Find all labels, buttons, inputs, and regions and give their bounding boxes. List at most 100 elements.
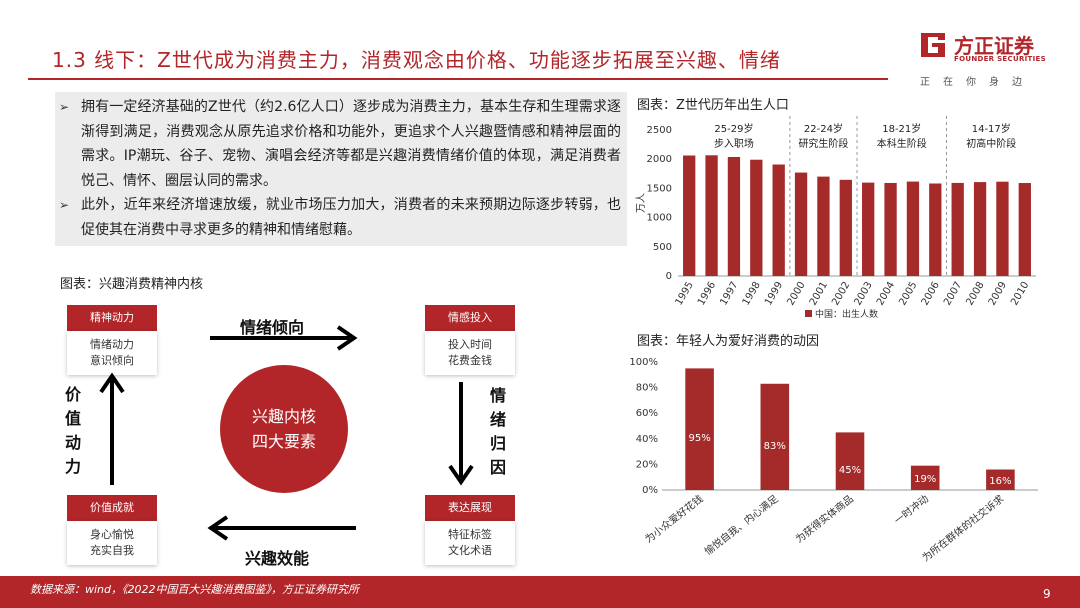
bar-2005 [906,181,920,276]
bar-2003 [862,182,875,276]
bar-一时冲动 [910,465,940,490]
legend-label: 中国：出生人数 [815,308,878,320]
label-char: 力 [64,457,81,476]
x-tick-label: 2009 [987,280,1009,308]
core-circle-line: 四大要素 [251,432,316,451]
arrow-right-icon [210,325,358,351]
card-title: 表达展现 [425,495,515,521]
x-tick-label: 为所在群体的社交诉求 [919,492,1006,564]
label-emotional-tendency: 情绪倾向 [240,318,305,337]
group-age-label: 25-29岁 [714,122,753,135]
group-stage-label: 研究生阶段 [798,137,848,150]
label-value-drive: 价 值 动 力 [62,383,84,479]
page-number: 9 [1043,587,1051,601]
label-char: 归 [489,434,506,453]
logo-chinese-name: 方正证券 [954,34,1034,58]
bar-2002 [839,179,852,276]
x-tick-label: 愉悦自我、内心满足 [702,492,781,558]
card-body: 特征标签 文化术语 [425,521,515,565]
bullet-arrow-icon: ➢ [59,100,70,114]
y-tick-label: 20% [636,459,658,470]
bar-为获得实体商品 [835,432,865,490]
card-title: 情感投入 [425,305,515,331]
x-tick-label: 2000 [785,280,807,308]
y-tick-label: 0% [642,485,658,496]
y-tick-label: 60% [636,408,658,419]
bar-为所在群体的社交诉求 [986,469,1015,490]
company-logo: 方正证券 FOUNDER SECURITIES 正在你身边 [918,30,1058,90]
bar-2004 [884,182,897,276]
group-age-label: 18-21岁 [882,122,921,135]
card-line: 充实自我 [90,544,134,557]
bar-1998 [750,159,763,276]
card-body: 情绪动力 意识倾向 [67,331,157,375]
legend-swatch [805,310,812,317]
label-char: 情 [489,386,506,405]
x-tick-label: 2006 [920,280,942,308]
data-label: 95% [688,433,710,444]
data-label: 45% [839,465,861,476]
bullet-arrow-icon: ➢ [59,198,70,212]
data-label: 16% [989,476,1011,487]
bar-2000 [794,172,808,276]
group-age-label: 14-17岁 [972,122,1011,135]
x-tick-label: 1995 [674,280,696,308]
label-emotional-attribution: 情 绪 归 因 [487,384,509,480]
y-tick-label: 2500 [647,125,672,136]
data-label: 83% [764,441,786,452]
logo-slogan: 正在你身边 [920,77,1035,88]
y-tick-label: 1500 [647,183,672,194]
bar-2007 [951,182,964,276]
y-tick-label: 2000 [647,154,672,165]
bar-1995 [683,155,696,276]
title-divider [28,78,888,80]
x-tick-label: 2008 [964,280,986,308]
group-age-label: 22-24岁 [804,122,843,135]
card-line: 身心愉悦 [90,528,134,541]
summary-textbox: ➢ 拥有一定经济基础的Z世代（约2.6亿人口）逐步成为消费主力，基本生存和生理需… [55,92,627,246]
y-tick-label: 100% [630,357,658,368]
arrow-up-icon [99,372,125,485]
label-char: 值 [64,409,81,428]
founder-logo-icon [921,33,945,57]
logo-english-name: FOUNDER SECURITIES [954,55,1046,63]
x-tick-label: 2004 [875,280,897,308]
x-tick-label: 为小众爱好花钱 [642,492,705,545]
page-title: 1.3 线下：Z世代成为消费主力，消费观念由价格、功能逐步拓展至兴趣、情绪 [52,48,781,72]
hobby-consumption-motive-chart: 0% 20% 40% 60% 80% 100% 95% 为小众爱好花钱 83% 愉悦自我、内心满足… [630,357,1038,564]
x-tick-label: 为获得实体商品 [793,492,856,545]
bar-2001 [817,176,830,276]
y-axis-label: 万人 [635,193,647,213]
label-char: 绪 [489,410,506,429]
card-body: 身心愉悦 充实自我 [67,521,157,565]
bar-2009 [996,181,1009,276]
arrow-left-icon [207,515,356,541]
arrow-down-icon [448,382,474,486]
y-tick-label: 1000 [647,213,672,224]
card-value-achievement: 价值成就 身心愉悦 充实自我 [67,495,157,565]
x-tick-label: 1998 [741,280,763,308]
bullet-item: ➢ 此外，近年来经济增速放缓，就业市场压力加大，消费者的未来预期边际逐步转弱，也… [59,193,621,242]
x-tick-label: 2007 [942,280,964,308]
bar-愉悦自我、内心满足 [760,383,790,490]
card-spiritual-drive: 精神动力 情绪动力 意识倾向 [67,305,157,375]
card-line: 特征标签 [448,528,492,541]
card-body: 投入时间 花费金钱 [425,331,515,375]
label-char: 价 [64,385,81,404]
card-expression: 表达展现 特征标签 文化术语 [425,495,515,565]
label-char: 因 [489,458,506,477]
card-line: 文化术语 [448,544,492,557]
card-title: 精神动力 [67,305,157,331]
footer-bar [0,576,1080,608]
x-tick-label: 1997 [718,280,740,308]
card-emotional-investment: 情感投入 投入时间 花费金钱 [425,305,515,375]
bar-1999 [772,164,785,276]
card-line: 花费金钱 [448,354,492,367]
label-interest-efficacy: 兴趣效能 [245,549,310,568]
core-circle-line: 兴趣内核 [251,407,316,426]
bar-2010 [1018,183,1031,276]
x-tick-label: 2001 [808,280,830,308]
x-tick-label: 2010 [1009,280,1031,308]
